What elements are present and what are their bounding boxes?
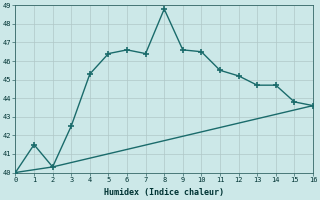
X-axis label: Humidex (Indice chaleur): Humidex (Indice chaleur) — [104, 188, 224, 197]
